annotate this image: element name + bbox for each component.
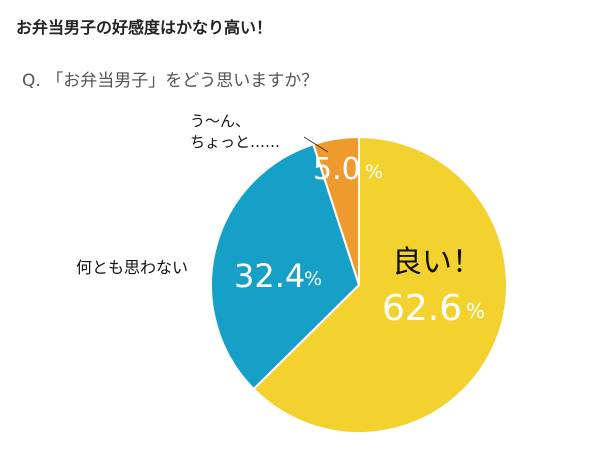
slice-value-not-so-good: 5.0 [313, 152, 361, 187]
slice-label-not-so-good-line2: ちょっと…… [190, 133, 280, 151]
slice-label-not-so-good-line1: う〜ん、 [190, 112, 250, 130]
leader-line [303, 136, 329, 153]
slice-not-so-good [312, 135, 360, 286]
slice-unit-good: % [466, 299, 485, 323]
slice-value-indifferent: 32.4 [234, 257, 305, 295]
slice-value-good: 62.6 [382, 288, 462, 329]
chart-headline: お弁当男子の好感度はかなり高い！ [16, 18, 273, 37]
slice-unit-indifferent: % [304, 268, 322, 290]
survey-question: Q. 「お弁当男子」をどう思いますか？ [22, 71, 319, 91]
slice-good [252, 135, 508, 434]
slice-indifferent [210, 142, 361, 391]
slice-label-indifferent: 何とも思わない [76, 258, 188, 277]
slice-unit-not-so-good: % [365, 161, 383, 183]
slice-label-good: 良い！ [392, 245, 482, 280]
